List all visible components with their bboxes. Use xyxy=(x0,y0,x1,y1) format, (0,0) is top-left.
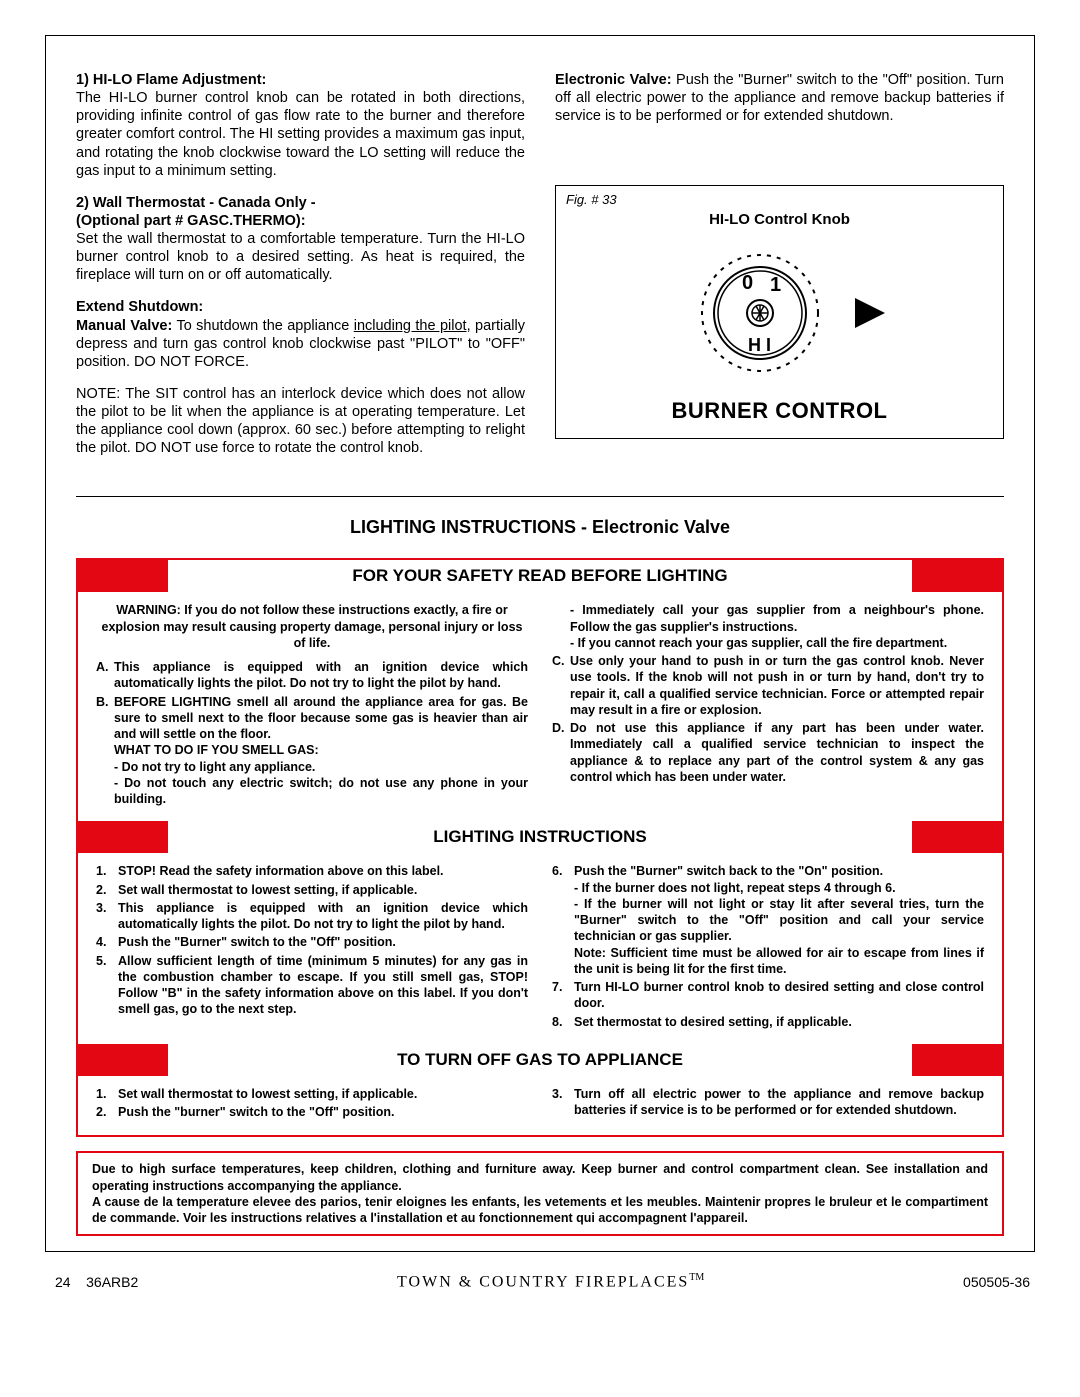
red-block-left xyxy=(78,560,168,592)
page-frame: 1) HI-LO Flame Adjustment: The HI-LO bur… xyxy=(45,35,1035,1252)
page-number: 24 xyxy=(55,1274,71,1290)
footer-brand: TOWN & COUNTRY FIREPLACESTM xyxy=(397,1272,704,1291)
heading-shutdown: Extend Shutdown: xyxy=(76,298,525,316)
para-note: NOTE: The SIT control has an interlock d… xyxy=(76,385,525,458)
lighting-item-3: 3.This appliance is equipped with an ign… xyxy=(118,900,528,933)
banner-turnoff-text: TO TURN OFF GAS TO APPLIANCE xyxy=(168,1044,912,1076)
electronic-valve-label: Electronic Valve: xyxy=(555,72,672,88)
page-footer: 24 36ARB2 TOWN & COUNTRY FIREPLACESTM 05… xyxy=(55,1272,1030,1291)
figure-caption: BURNER CONTROL xyxy=(566,398,993,424)
lighting-item-8: 8.Set thermostat to desired setting, if … xyxy=(574,1014,984,1030)
heading-thermo-1: 2) Wall Thermostat - Canada Only - xyxy=(76,194,525,212)
warning-text: WARNING: If you do not follow these inst… xyxy=(96,602,528,651)
tm-symbol: TM xyxy=(689,1272,704,1283)
safety-item-a: A.This appliance is equipped with an ign… xyxy=(114,659,528,692)
para-thermo: Set the wall thermostat to a comfortable… xyxy=(76,231,525,283)
lighting-item-6: 6.Push the "Burner" switch back to the "… xyxy=(574,863,984,977)
manual-valve-underline: including the pilot xyxy=(354,318,467,334)
banner-lighting: LIGHTING INSTRUCTIONS xyxy=(78,821,1002,853)
figure-title: HI-LO Control Knob xyxy=(566,211,993,228)
heading-thermo-2: (Optional part # GASC.THERMO): xyxy=(76,212,525,230)
banner-safety-text: FOR YOUR SAFETY READ BEFORE LIGHTING xyxy=(168,560,912,592)
manual-valve-text1: To shutdown the appliance xyxy=(172,318,353,334)
bilingual-safety-footer: Due to high surface temperatures, keep c… xyxy=(76,1151,1004,1236)
lighting-item-2: 2.Set wall thermostat to lowest setting,… xyxy=(118,882,528,898)
lighting-item-5: 5.Allow sufficient length of time (minim… xyxy=(118,953,528,1018)
red-block-left-2 xyxy=(78,821,168,853)
lighting-item-7: 7.Turn HI-LO burner control knob to desi… xyxy=(574,979,984,1012)
lighting-list: 1.STOP! Read the safety information abov… xyxy=(96,863,984,1030)
svg-text:0: 0 xyxy=(742,272,753,294)
lighting-item-1: 1.STOP! Read the safety information abov… xyxy=(118,863,528,879)
red-block-right-2 xyxy=(912,821,1002,853)
safety-footer-fr: A cause de la temperature elevee des par… xyxy=(92,1194,988,1227)
section-divider xyxy=(76,496,1004,497)
para-hilo: The HI-LO burner control knob can be rot… xyxy=(76,90,525,179)
svg-text:1: 1 xyxy=(770,274,781,296)
manual-valve-label: Manual Valve: xyxy=(76,318,172,334)
banner-safety: FOR YOUR SAFETY READ BEFORE LIGHTING xyxy=(78,560,1002,592)
safety-footer-en: Due to high surface temperatures, keep c… xyxy=(92,1161,988,1194)
top-two-column: 1) HI-LO Flame Adjustment: The HI-LO bur… xyxy=(76,71,1004,471)
turnoff-item-2: 2.Push the "burner" switch to the "Off" … xyxy=(118,1104,528,1120)
footer-left: 24 36ARB2 xyxy=(55,1274,138,1290)
figure-box: Fig. # 33 HI-LO Control Knob xyxy=(555,185,1004,439)
turnoff-item-3: 3.Turn off all electric power to the app… xyxy=(574,1086,984,1119)
lighting-section-title: LIGHTING INSTRUCTIONS - Electronic Valve xyxy=(76,517,1004,538)
svg-text:H I: H I xyxy=(748,335,771,355)
banner-turnoff: TO TURN OFF GAS TO APPLIANCE xyxy=(78,1044,1002,1076)
safety-item-c: C.Use only your hand to push in or turn … xyxy=(570,653,984,718)
lighting-item-4: 4.Push the "Burner" switch to the "Off" … xyxy=(118,934,528,950)
safety-warning-box: FOR YOUR SAFETY READ BEFORE LIGHTING WAR… xyxy=(76,558,1004,1137)
turnoff-list: 1.Set wall thermostat to lowest setting,… xyxy=(96,1086,984,1122)
turnoff-item-1: 1.Set wall thermostat to lowest setting,… xyxy=(118,1086,528,1102)
safety-item-d: D.Do not use this appliance if any part … xyxy=(570,720,984,785)
knob-diagram: 0 1 H I xyxy=(640,238,920,388)
model-number: 36ARB2 xyxy=(86,1274,138,1290)
banner-lighting-text: LIGHTING INSTRUCTIONS xyxy=(168,821,912,853)
footer-right: 050505-36 xyxy=(963,1274,1030,1290)
heading-hilo: 1) HI-LO Flame Adjustment: xyxy=(76,71,525,89)
right-column: Electronic Valve: Push the "Burner" swit… xyxy=(555,71,1004,471)
figure-label: Fig. # 33 xyxy=(566,192,993,207)
red-block-right-3 xyxy=(912,1044,1002,1076)
left-column: 1) HI-LO Flame Adjustment: The HI-LO bur… xyxy=(76,71,525,471)
red-block-left-3 xyxy=(78,1044,168,1076)
red-block-right xyxy=(912,560,1002,592)
